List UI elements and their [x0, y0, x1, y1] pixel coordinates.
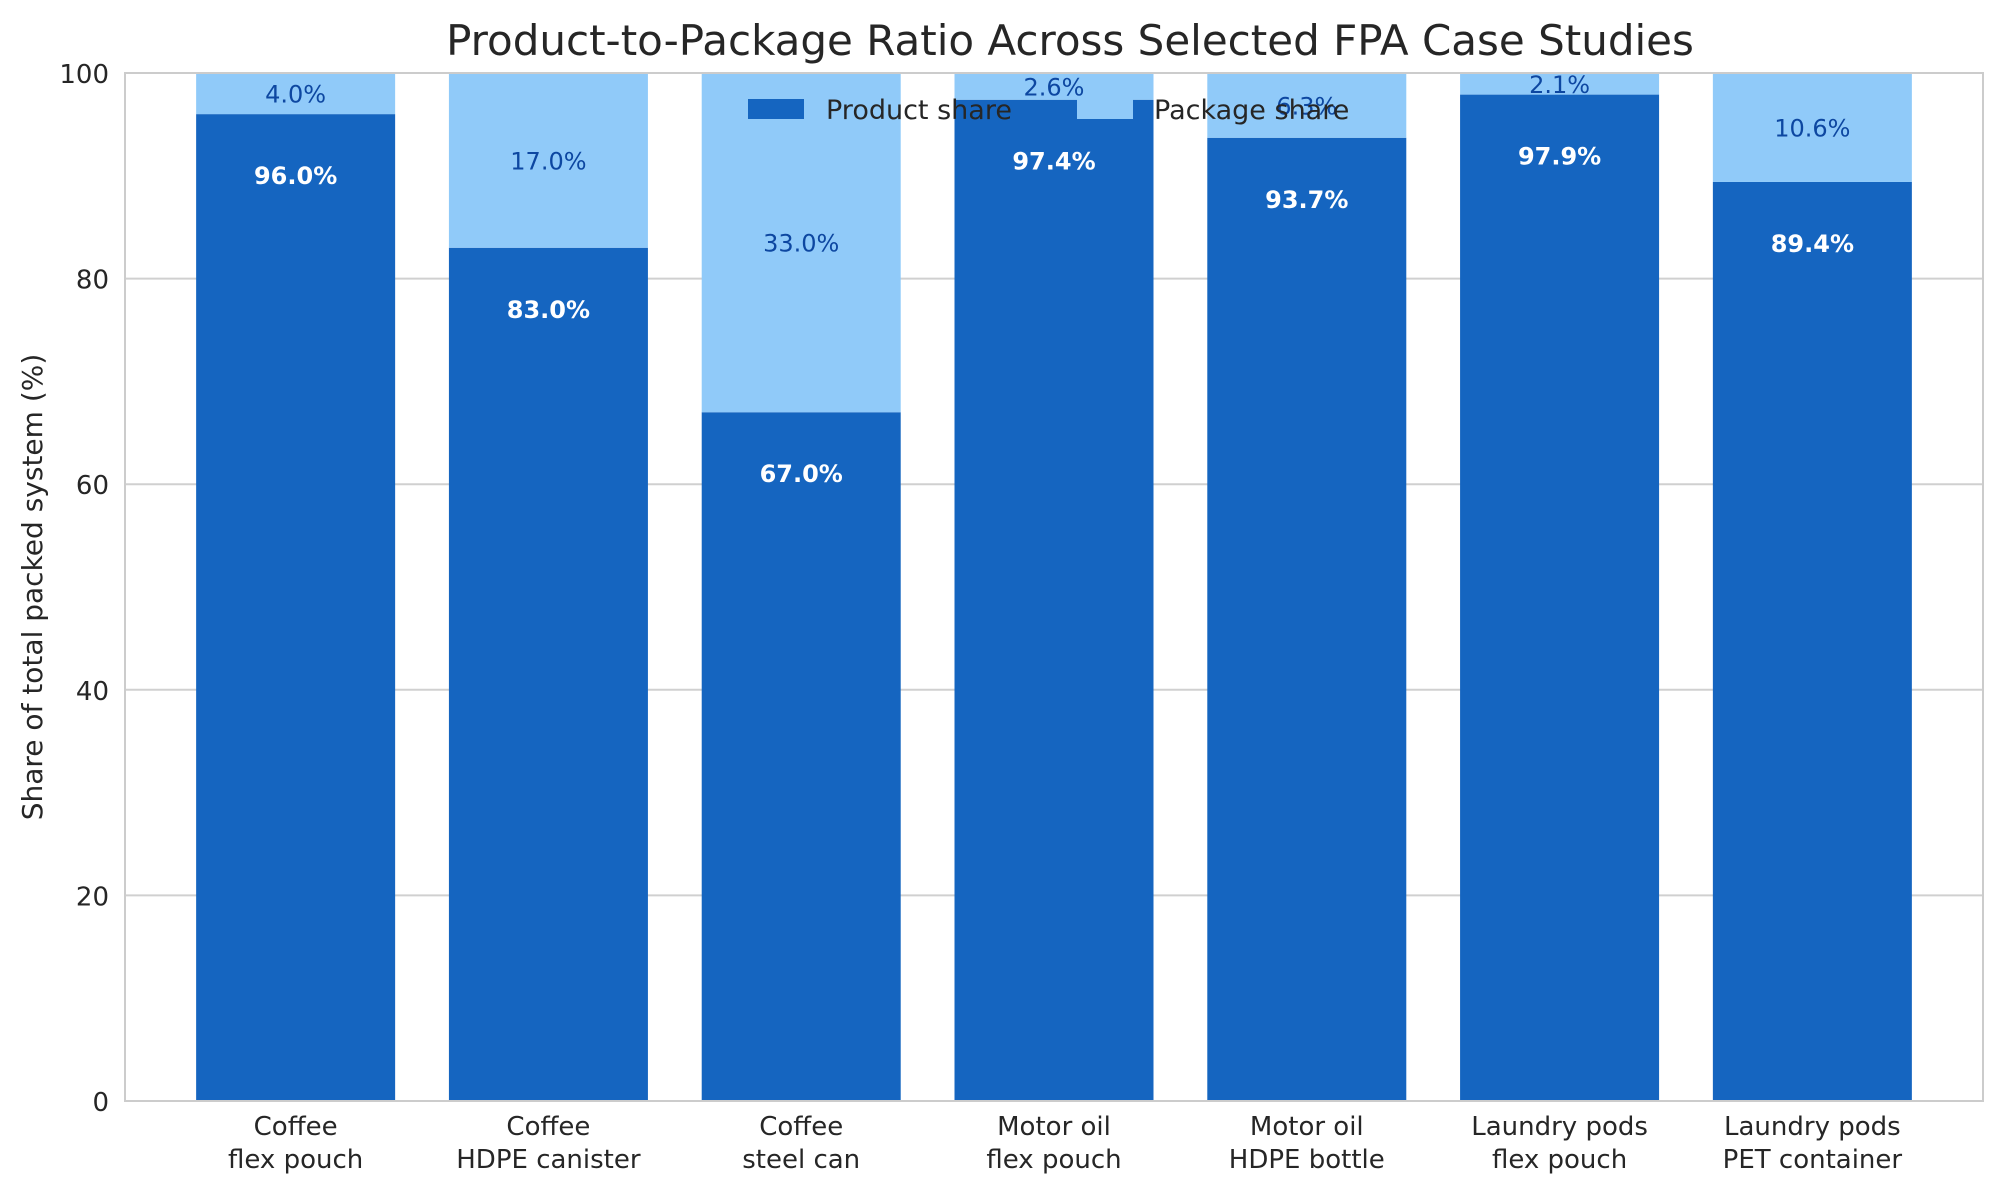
bars — [196, 73, 1912, 1102]
x-tick-label: PET container — [1723, 1145, 1903, 1175]
bar-package-share — [701, 73, 901, 413]
bar-package-share — [1460, 73, 1660, 95]
x-tick-label: Coffee — [759, 1112, 843, 1142]
bar-package-share — [196, 73, 396, 115]
x-tick-label: steel can — [742, 1145, 860, 1175]
data-label-product-share: 67.0% — [760, 460, 843, 488]
data-label-package-share: 2.6% — [1024, 73, 1085, 101]
legend-label: Product share — [826, 95, 1012, 126]
bar-package-share — [954, 73, 1154, 100]
bar-product-share — [1712, 181, 1912, 1101]
data-label-product-share: 96.0% — [254, 162, 337, 190]
bar-package-share — [1207, 73, 1407, 138]
bar-product-share — [701, 412, 901, 1101]
y-tick-label: 40 — [76, 677, 109, 707]
plot-frame — [124, 72, 1984, 1102]
data-label-product-share: 89.4% — [1771, 230, 1854, 258]
data-label-product-share: 97.9% — [1518, 143, 1601, 171]
legend-label: Package share — [1154, 95, 1349, 126]
data-label-product-share: 83.0% — [507, 296, 590, 324]
y-tick-label: 0 — [92, 1088, 109, 1118]
data-label-package-share: 10.6% — [1774, 114, 1850, 142]
data-label-package-share: 17.0% — [510, 147, 586, 175]
y-tick-label: 100 — [59, 60, 109, 90]
y-tick-label: 20 — [76, 882, 109, 912]
x-tick-label: flex pouch — [1492, 1145, 1627, 1175]
y-axis-label: Share of total packed system (%) — [16, 354, 49, 821]
bar-product-share — [448, 247, 648, 1101]
bar-product-share — [196, 114, 396, 1102]
x-tick-label: Coffee — [254, 1112, 338, 1142]
legend-swatch — [748, 99, 804, 119]
bar-package-share — [1712, 73, 1912, 182]
legend-swatch — [1077, 99, 1133, 119]
x-tick-label: Coffee — [506, 1112, 590, 1142]
x-tick-label: Laundry pods — [1724, 1112, 1901, 1142]
chart-title: Product-to-Package Ratio Across Selected… — [446, 16, 1694, 65]
legend: Product share Package share — [748, 95, 1349, 126]
x-tick-label: flex pouch — [986, 1145, 1121, 1175]
x-tick-label: HDPE bottle — [1229, 1145, 1385, 1175]
bar-package-share — [448, 73, 648, 248]
data-label-product-share: 97.4% — [1012, 148, 1095, 176]
data-label-package-share: 4.0% — [265, 81, 326, 109]
x-tick-label: Motor oil — [1250, 1112, 1364, 1142]
data-label-package-share: 6.3% — [1276, 92, 1337, 120]
x-tick-label: HDPE canister — [456, 1145, 641, 1175]
x-tick-label: Laundry pods — [1471, 1112, 1648, 1142]
x-tick-label: flex pouch — [228, 1145, 363, 1175]
x-tick-label: Motor oil — [997, 1112, 1111, 1142]
bar-product-share — [1207, 137, 1407, 1102]
bar-labels: 96.0% 4.0% 83.0% 17.0% 67.0% 33.0% 97.4% 2.6% 93… — [254, 71, 1854, 488]
y-tick-label: 80 — [76, 266, 109, 296]
bar-product-share — [1460, 94, 1660, 1101]
y-tick-label: 60 — [76, 471, 109, 501]
bar-product-share — [954, 99, 1154, 1101]
data-label-package-share: 2.1% — [1529, 71, 1590, 99]
data-label-package-share: 33.0% — [763, 230, 839, 258]
data-label-product-share: 93.7% — [1265, 186, 1348, 214]
y-axis-ticks: 0 20 40 60 80 100 — [59, 60, 109, 1118]
